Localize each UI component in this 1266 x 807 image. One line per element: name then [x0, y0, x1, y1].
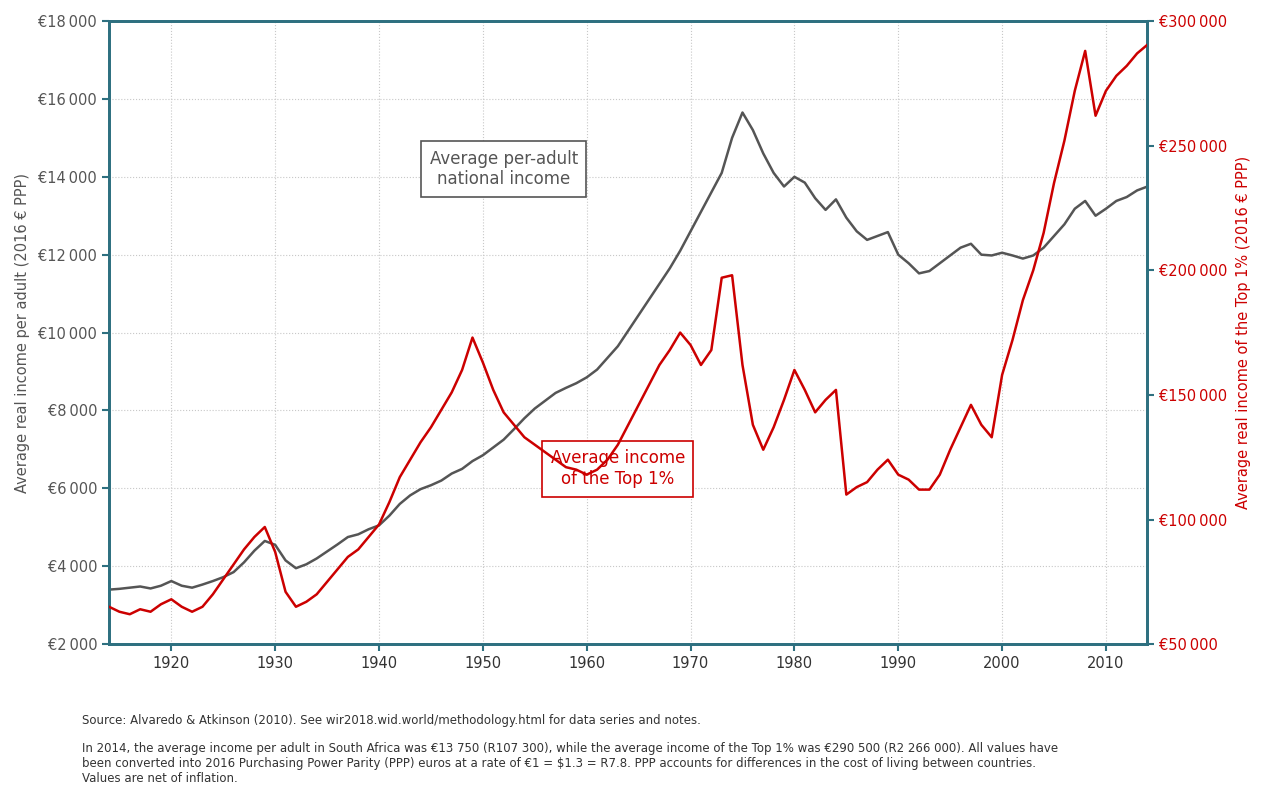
Y-axis label: Average real income of the Top 1% (2016 € PPP): Average real income of the Top 1% (2016 … — [1236, 156, 1251, 509]
Text: Source: Alvaredo & Atkinson (2010). See wir2018.wid.world/methodology.html for d: Source: Alvaredo & Atkinson (2010). See … — [82, 714, 701, 727]
Y-axis label: Average real income per adult (2016 € PPP): Average real income per adult (2016 € PP… — [15, 173, 30, 492]
Text: Average per-adult
national income: Average per-adult national income — [429, 149, 577, 188]
Text: In 2014, the average income per adult in South Africa was €13 750 (R107 300), wh: In 2014, the average income per adult in… — [82, 742, 1058, 785]
Text: Average income
of the Top 1%: Average income of the Top 1% — [551, 449, 685, 488]
